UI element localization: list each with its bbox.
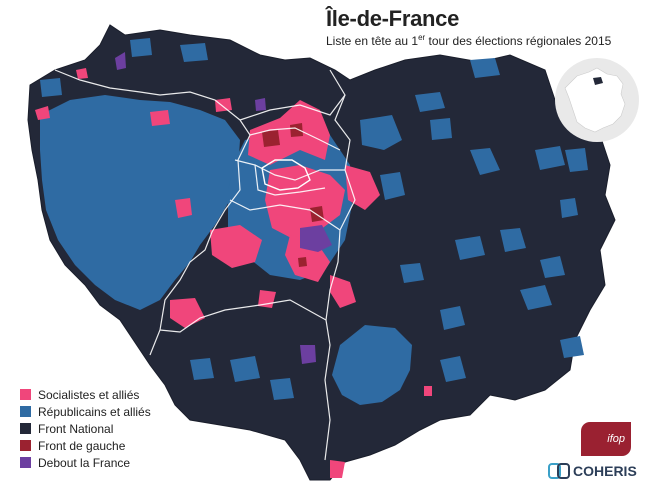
legend-item-front-national: Front National [20,420,151,437]
legend: Socialistes et alliés Républicains et al… [20,386,151,471]
map-subtitle: Liste en tête au 1er tour des élections … [326,33,611,48]
zone-southeast [332,325,412,405]
paris-outline [261,159,311,191]
coheris-logo-text: COHERIS [573,463,637,479]
coheris-mark-icon [548,463,570,479]
subtitle-before: Liste en tête au 1 [326,34,419,48]
legend-item-republicains: Républicains et alliés [20,403,151,420]
legend-swatch [20,440,31,451]
department-boundaries [54,69,356,461]
france-inset-map-icon [555,58,639,142]
ifop-logo-text: ifop [607,433,625,445]
legend-swatch [20,389,31,400]
front-de-gauche-areas [262,123,324,267]
legend-label: Front de gauche [38,438,126,453]
legend-item-debout-la-france: Debout la France [20,454,151,471]
legend-swatch [20,457,31,468]
legend-item-socialistes: Socialistes et alliés [20,386,151,403]
subtitle-sup: er [418,33,426,42]
map-title: Île-de-France [326,6,460,31]
coheris-logo: COHERIS [548,463,637,479]
republican-patches-east [40,38,588,400]
france-inset-shape [564,67,626,133]
debout-la-france-areas [115,52,332,364]
legend-item-front-de-gauche: Front de gauche [20,437,151,454]
socialist-areas [35,68,432,478]
legend-label: Debout la France [38,455,131,470]
zone-west [40,95,240,310]
legend-swatch [20,423,31,434]
subtitle-after: tour des élections régionales 2015 [425,34,612,48]
legend-label: Républicains et alliés [38,404,151,419]
legend-label: Socialistes et alliés [38,387,140,402]
legend-label: Front National [38,421,114,436]
ifop-logo: ifop [581,422,631,456]
legend-swatch [20,406,31,417]
